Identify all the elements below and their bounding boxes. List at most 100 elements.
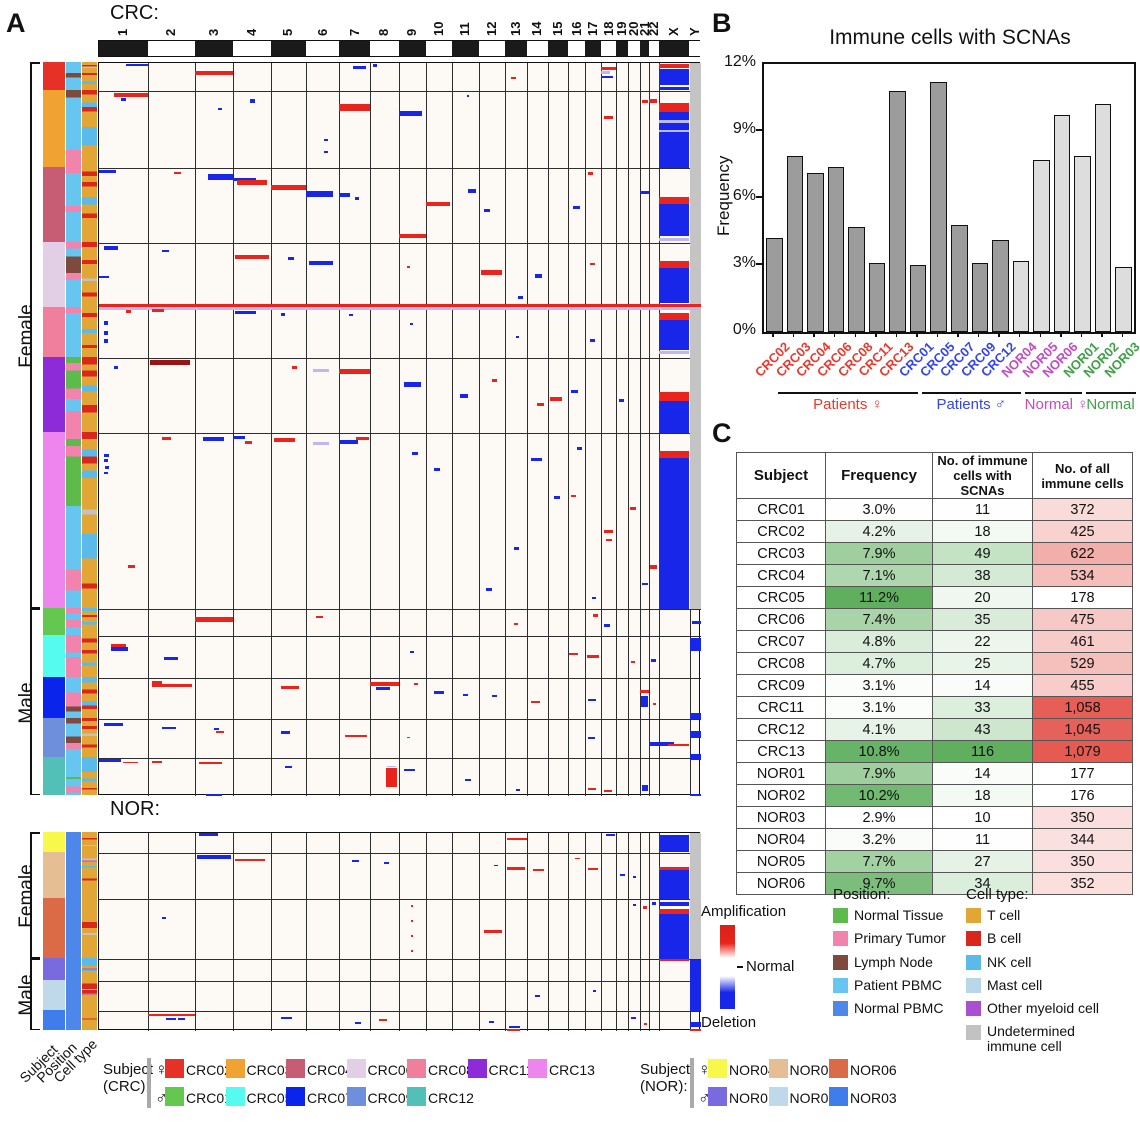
frequency-bar-NOR03 <box>1115 267 1132 332</box>
bracket-tick <box>30 793 40 795</box>
table-row: CRC03 7.9% 49 622 <box>736 542 1133 565</box>
scna-mark <box>309 261 333 266</box>
scna-mark <box>689 833 701 853</box>
table-cell: 33 <box>932 696 1033 719</box>
cell-type-band <box>82 757 97 795</box>
scna-mark <box>373 64 378 68</box>
table-cell: CRC08 <box>736 652 826 675</box>
table-header: Subject <box>736 452 826 499</box>
scna-mark <box>649 742 660 746</box>
legend-swatch-t-cell <box>966 908 981 923</box>
chromosome-divider <box>601 833 603 1031</box>
subject-divider <box>99 433 701 434</box>
scna-mark <box>659 64 690 69</box>
ideogram-block <box>504 41 527 56</box>
subject-swatch-label: CRC04 <box>307 1062 353 1078</box>
legend-item-label: Other myeloid cell <box>987 1000 1100 1017</box>
scna-mark <box>353 65 366 69</box>
subject-swatch-label: CRC01 <box>186 1090 232 1106</box>
chromosome-divider <box>585 833 587 1031</box>
cell-type-band <box>82 677 97 718</box>
table-cell: CRC04 <box>736 564 826 587</box>
scna-mark <box>149 360 191 365</box>
chromosome-divider <box>305 63 307 796</box>
table-cell: 34 <box>932 872 1033 895</box>
ideogram-block <box>478 41 505 56</box>
scna-mark <box>569 652 579 656</box>
table-cell: NOR04 <box>736 828 826 851</box>
frequency-bar-CRC12 <box>992 240 1009 332</box>
chromosome-divider <box>627 833 629 1031</box>
scna-mark <box>410 950 414 952</box>
colorbar-blue <box>720 976 735 1009</box>
chromosome-divider <box>233 63 235 796</box>
scna-mark <box>486 587 492 591</box>
scna-mark <box>465 778 471 781</box>
bracket-line <box>30 832 32 958</box>
subject-swatch-crc04 <box>286 1059 305 1078</box>
scna-mark <box>281 731 291 734</box>
legend-item-label: Patient PBMC <box>854 976 942 993</box>
subject-swatch-nor05 <box>768 1059 788 1078</box>
chromosome-divider <box>547 833 549 1031</box>
subject-divider <box>99 91 701 92</box>
subject-band <box>43 62 65 90</box>
scna-mark <box>659 742 675 746</box>
scna-mark <box>348 314 354 316</box>
table-cell: 3.0% <box>825 498 933 521</box>
chromosome-divider <box>339 63 341 796</box>
bracket-tick <box>30 956 40 958</box>
group-underline <box>1024 392 1083 394</box>
position-band <box>66 635 81 677</box>
frequency-bar-NOR04 <box>1012 260 1030 332</box>
frequency-bar-NOR05 <box>1033 160 1050 332</box>
scna-mark <box>409 650 414 653</box>
scna-mark <box>691 621 701 625</box>
scna-mark <box>659 902 690 906</box>
scna-mark <box>281 1017 292 1019</box>
legend-item-label: Normal PBMC <box>854 1000 944 1017</box>
subject-band <box>43 1010 65 1030</box>
scna-mark <box>659 261 690 268</box>
scna-mark <box>378 1019 388 1021</box>
cell-type-band <box>82 167 97 242</box>
scna-mark <box>120 97 126 101</box>
scna-mark <box>604 623 611 627</box>
group-underline <box>921 392 1021 394</box>
x-tick-mark <box>1060 332 1062 337</box>
x-tick-mark <box>813 332 815 337</box>
table-row: CRC11 3.1% 33 1,058 <box>736 696 1133 719</box>
chromosome-divider <box>478 833 480 1031</box>
table-cell: 14 <box>932 762 1033 785</box>
subject-swatch-crc09 <box>346 1087 366 1106</box>
scna-mark <box>593 614 598 617</box>
chromosome-divider <box>426 63 428 796</box>
subject-divider <box>99 168 701 169</box>
group-underline <box>778 392 918 394</box>
scna-mark <box>375 687 391 691</box>
table-row: CRC13 10.8% 116 1,079 <box>736 740 1133 763</box>
chromosome-label: 2 <box>163 28 179 36</box>
scna-mark <box>161 436 172 441</box>
x-tick-mark <box>1101 332 1103 337</box>
scna-mark <box>198 833 218 836</box>
ideogram-block <box>99 41 148 56</box>
x-tick-mark <box>916 332 918 337</box>
scna-mark <box>588 787 597 790</box>
table-cell: 2.9% <box>825 806 933 829</box>
scna-mark <box>553 496 560 499</box>
scna-mark <box>659 204 690 236</box>
chromosome-label: 17 <box>585 21 601 36</box>
table-cell: CRC11 <box>736 696 826 719</box>
legend-swatch-nk-cell <box>966 954 981 970</box>
ideogram-block <box>567 41 586 56</box>
x-tick-mark <box>854 332 856 337</box>
scna-mark <box>291 365 298 369</box>
chromosome-divider <box>640 63 642 796</box>
subject-swatch-nor04 <box>708 1059 727 1078</box>
scna-mark <box>506 838 528 841</box>
chromosome-label: 16 <box>568 21 584 36</box>
subject-swatch-label: NOR01 <box>729 1090 776 1106</box>
scna-mark <box>659 914 690 959</box>
y-tick-label: 0% <box>732 321 756 338</box>
